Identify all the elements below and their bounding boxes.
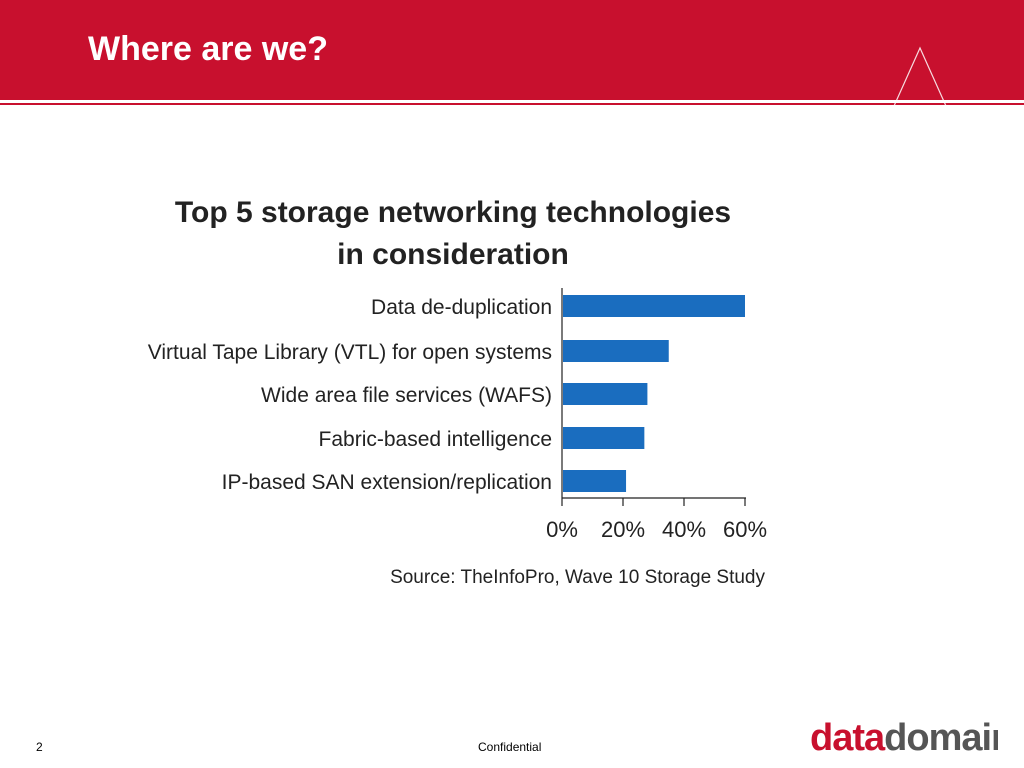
chart-title-line: in consideration [337,238,569,271]
header-banner [0,0,1024,100]
bar [563,427,645,449]
x-tick-label: 60% [723,517,767,542]
chart-title-line: Top 5 storage networking technologies [175,196,731,229]
category-label: IP-based SAN extension/replication [222,471,552,494]
bar [563,340,669,362]
category-label: Data de-duplication [371,296,552,319]
bar [563,470,627,492]
logo-part-data: data [810,717,886,759]
bar [563,383,648,405]
bar-chart: Top 5 storage networking technologies in … [148,196,767,588]
x-tick-label: 20% [601,517,645,542]
tent-graphic-icon [893,46,947,107]
category-label: Wide area file services (WAFS) [261,384,552,407]
x-tick-label: 0% [546,517,578,542]
bar [563,295,745,317]
x-tick-label: 40% [662,517,706,542]
source-note: Source: TheInfoPro, Wave 10 Storage Stud… [390,567,765,588]
footer-confidential: Confidential [478,740,542,754]
page-number: 2 [36,740,43,754]
slide-title: Where are we? [88,30,328,68]
header-rule [0,103,1024,105]
category-label: Virtual Tape Library (VTL) for open syst… [148,341,552,364]
category-label: Fabric-based intelligence [319,428,552,451]
logo-part-domain: domain [884,717,998,759]
datadomain-logo: datadomain [810,717,998,759]
svg-text:datadomain: datadomain [810,717,998,759]
